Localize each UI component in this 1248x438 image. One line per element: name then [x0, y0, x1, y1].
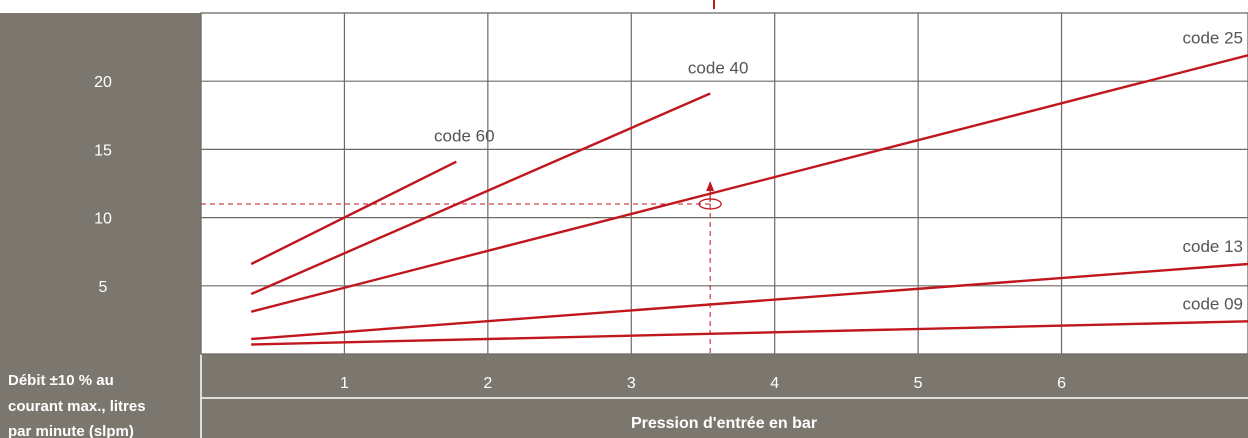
grid: [200, 12, 1248, 355]
plot-frame: [200, 12, 1248, 355]
series-line: [251, 262, 1248, 341]
x-tick-label: 6: [1057, 375, 1066, 392]
x-tick-labels: 1 2 3 4 5 6: [340, 375, 1066, 392]
ref-arrow-head: [706, 180, 715, 191]
y-axis-label-line-2: courant max., litres: [8, 398, 146, 415]
y-tick-labels: 5 10 15 20: [94, 74, 112, 296]
y-tick-label: 20: [94, 74, 112, 91]
y-tick-label: 5: [99, 279, 108, 296]
reference-marker: [201, 180, 722, 354]
series-line: [250, 160, 457, 266]
series-label: code 13: [1183, 237, 1244, 256]
ylabel-panel: [0, 354, 201, 438]
x-tick-label: 1: [340, 375, 349, 392]
y-axis-label-line-3: par minute (slpm): [8, 423, 134, 438]
x-axis-label: Pression d'entrée en bar: [631, 415, 817, 432]
y-tick-label: 15: [94, 142, 112, 159]
x-tick-label: 4: [770, 375, 779, 392]
x-axis-panel: [201, 354, 1248, 438]
series-line: [251, 320, 1248, 346]
y-axis-panel: [0, 13, 201, 354]
series-label: code 25: [1183, 28, 1244, 47]
y-axis-label-line-1: Débit ±10 % au: [8, 372, 114, 389]
y-axis-label: Débit ±10 % au courant max., litres par …: [8, 372, 150, 438]
y-tick-label: 10: [94, 211, 112, 228]
series-label: code 09: [1183, 294, 1244, 313]
series-labels: code 60 code 40 code 25 code 13 code 09: [434, 28, 1243, 313]
series-lines: [250, 54, 1248, 346]
series-line: [250, 92, 711, 296]
x-tick-label: 3: [627, 375, 636, 392]
x-tick-label: 2: [483, 375, 492, 392]
x-tick-label: 5: [914, 375, 923, 392]
series-label: code 60: [434, 127, 495, 146]
series-line: [250, 54, 1248, 313]
series-label: code 40: [688, 58, 749, 77]
